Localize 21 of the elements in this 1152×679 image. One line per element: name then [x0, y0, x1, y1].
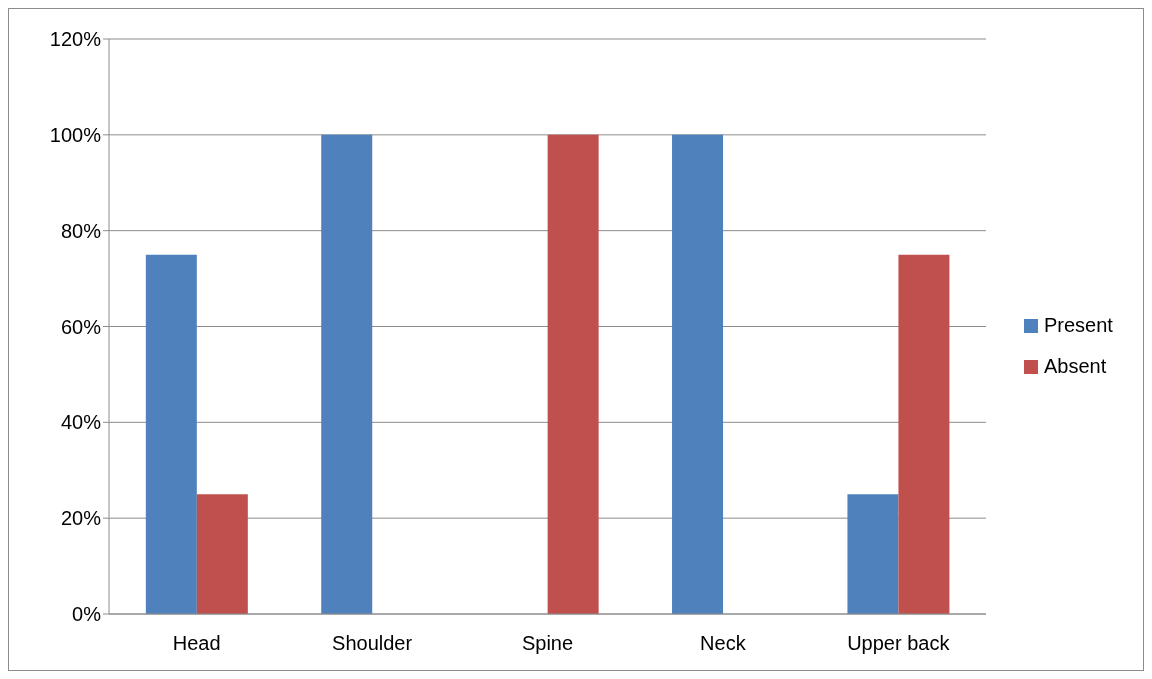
legend-label: Absent	[1044, 355, 1107, 378]
x-tick-label: Spine	[521, 632, 574, 655]
bar	[547, 134, 599, 614]
x-tick-label: Shoulder	[332, 632, 413, 655]
y-tick-label: 60%	[60, 315, 102, 338]
x-tick-label: Upper back	[847, 632, 951, 655]
y-tick-label: 40%	[60, 411, 102, 434]
y-tick-label: 120%	[49, 28, 102, 51]
y-tick-label: 0%	[72, 603, 102, 626]
bar	[847, 494, 899, 614]
x-tick-label: Head	[172, 632, 221, 655]
bar	[672, 134, 724, 614]
y-tick-label: 100%	[49, 123, 102, 146]
bar	[321, 134, 373, 614]
y-tick-label: 80%	[60, 219, 102, 242]
bar	[196, 494, 248, 614]
legend-label: Present	[1044, 314, 1113, 337]
bar	[898, 254, 950, 614]
y-tick-label: 20%	[60, 507, 102, 530]
x-tick-label: Neck	[700, 632, 747, 655]
bar	[145, 254, 197, 614]
